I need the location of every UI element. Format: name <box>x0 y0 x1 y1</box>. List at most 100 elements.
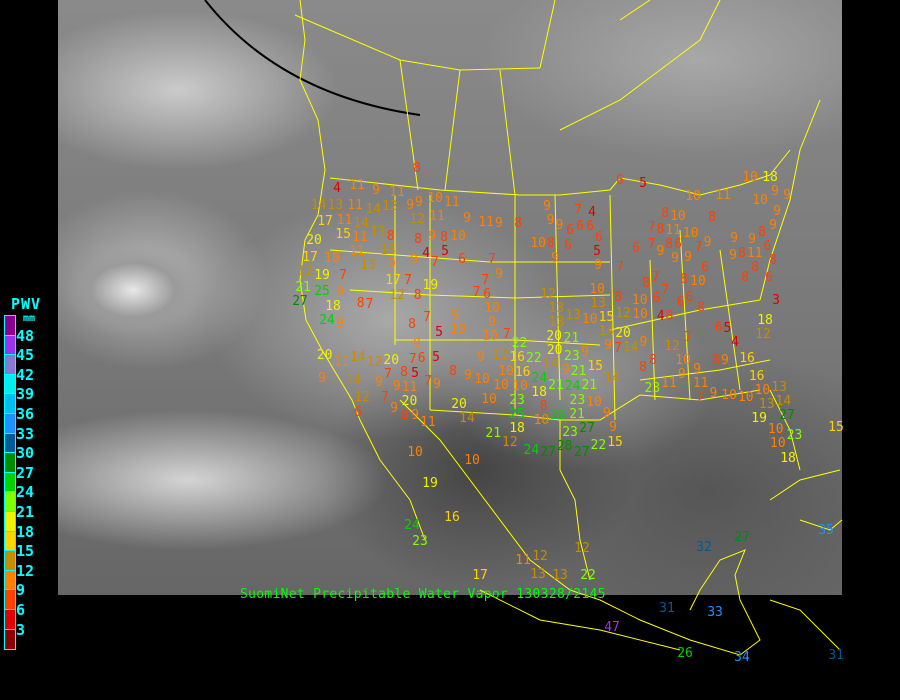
pwv-station-value: 6 <box>685 289 694 305</box>
pwv-station-value: 14 <box>345 372 361 388</box>
legend-tick-label: 3 <box>16 620 26 639</box>
pwv-station-value: 6 <box>566 222 574 238</box>
pwv-station-value: 10 <box>407 444 423 460</box>
pwv-station-value: 8 <box>386 228 395 244</box>
pwv-station-value: 10 <box>675 353 691 369</box>
pwv-station-value: 7 <box>404 272 412 288</box>
pwv-station-value: 8 <box>712 352 720 368</box>
pwv-station-value: 12 <box>366 354 383 370</box>
legend-tick-label: 42 <box>16 365 35 384</box>
pwv-station-value: 7 <box>431 254 439 270</box>
pwv-station-value: 9 <box>561 363 570 379</box>
pwv-station-value: 8 <box>665 308 674 324</box>
legend-tick-label: 6 <box>16 601 26 619</box>
pwv-station-value: 9 <box>546 213 555 228</box>
pwv-station-value: 23 <box>412 533 428 549</box>
pwv-station-value: 6 <box>763 238 772 254</box>
pwv-station-value: 8 <box>751 260 759 276</box>
pwv-station-value: 31 <box>828 647 844 663</box>
pwv-station-value: 17 <box>302 249 318 265</box>
legend-color-swatch <box>5 413 15 434</box>
pwv-station-value: 19 <box>314 267 330 283</box>
pwv-station-value: 13 <box>590 296 606 312</box>
pwv-station-value: 21 <box>563 330 580 346</box>
pwv-station-value: 25 <box>314 283 330 299</box>
pwv-station-value: 11 <box>746 246 763 262</box>
pwv-station-value: 3 <box>772 292 780 308</box>
pwv-station-value: 17 <box>385 272 401 288</box>
legend-tick-label: 21 <box>16 503 35 521</box>
pwv-station-value: 12 <box>615 305 631 321</box>
pwv-station-value: 7 <box>647 236 656 252</box>
pwv-station-value: 13 <box>565 307 581 323</box>
pwv-station-value: 10 <box>770 435 786 451</box>
pwv-station-value: 12 <box>354 389 370 405</box>
legend-color-swatch <box>5 531 15 552</box>
pwv-station-value: 16 <box>514 365 531 381</box>
pwv-station-value: 16 <box>739 350 755 366</box>
pwv-station-value: 20 <box>615 325 631 341</box>
pwv-station-value: 23 <box>509 393 525 409</box>
pwv-station-value: 22 <box>590 437 607 453</box>
pwv-station-value: 28 <box>556 438 573 454</box>
pwv-station-value: 23 <box>564 349 580 365</box>
pwv-station-value: 14 <box>353 215 370 231</box>
map-caption: SuomiNet Precipitable Water Vapor 130328… <box>240 587 606 602</box>
pwv-station-value: 5 <box>441 244 449 260</box>
pwv-station-value: 7 <box>408 352 417 368</box>
pwv-station-value: 12 <box>409 212 425 228</box>
pwv-station-value: 7 <box>616 259 624 275</box>
pwv-station-value: 27 <box>579 421 595 437</box>
pwv-station-value: 9 <box>555 217 564 233</box>
pwv-station-value: 9 <box>609 419 617 435</box>
pwv-station-value: 5 <box>593 243 601 259</box>
pwv-station-value: 9 <box>656 243 665 259</box>
pwv-station-value: 7 <box>651 269 660 285</box>
pwv-station-value: 10 <box>754 383 771 399</box>
legend-tick-label: 33 <box>16 424 35 443</box>
pwv-station-value: 21 <box>548 377 564 393</box>
pwv-station-value: 9 <box>721 352 729 368</box>
pwv-station-value: 10 <box>752 192 768 208</box>
pwv-station-value: 9 <box>336 315 344 331</box>
pwv-station-value: 9 <box>693 361 701 377</box>
pwv-station-value: 23 <box>569 393 586 409</box>
pwv-station-value: 6 <box>564 237 572 253</box>
pwv-station-value: 9 <box>783 187 791 203</box>
pwv-station-value: 9 <box>769 217 777 233</box>
pwv-station-value: 19 <box>422 475 438 491</box>
pwv-station-value: 25 <box>509 407 525 423</box>
pwv-station-value: 7 <box>472 284 481 300</box>
pwv-station-value: 7 <box>365 296 374 312</box>
pwv-station-value: 7 <box>574 202 582 218</box>
pwv-station-value: 20 <box>383 353 400 369</box>
pwv-station-value: 11 <box>429 209 445 225</box>
pwv-station-value: 6 <box>483 286 491 302</box>
pwv-station-value: 12 <box>492 347 509 363</box>
legend-tick-label: 9 <box>16 581 26 600</box>
pwv-station-value: 17 <box>317 213 333 229</box>
pwv-station-value: 7 <box>384 367 392 383</box>
pwv-station-value: 8 <box>440 230 448 246</box>
pwv-station-value: 10 <box>586 394 602 410</box>
pwv-station-value: 8 <box>639 359 647 375</box>
pwv-station-value: 9 <box>639 334 648 350</box>
pwv-station-value: 18 <box>509 421 525 437</box>
pwv-station-value: 27 <box>540 444 556 460</box>
pwv-station-value: 9 <box>488 314 496 330</box>
pwv-station-value: 10 <box>493 377 509 393</box>
pwv-station-value: 9 <box>390 400 398 416</box>
pwv-station-value: 23 <box>786 427 803 443</box>
legend-tick-label: 45 <box>16 346 35 365</box>
pwv-station-value: 17 <box>472 567 488 583</box>
pwv-station-value: 4 <box>656 308 665 324</box>
pwv-station-value: 20 <box>546 328 563 344</box>
pwv-station-value: 8 <box>680 271 688 287</box>
pwv-station-value: 7 <box>661 282 670 298</box>
pwv-station-value: 8 <box>356 295 365 311</box>
pwv-station-value: 22 <box>511 335 528 351</box>
pwv-station-value: 14 <box>542 356 559 372</box>
legend-tick-label: 24 <box>16 483 35 502</box>
pwv-station-value: 23 <box>644 380 661 396</box>
